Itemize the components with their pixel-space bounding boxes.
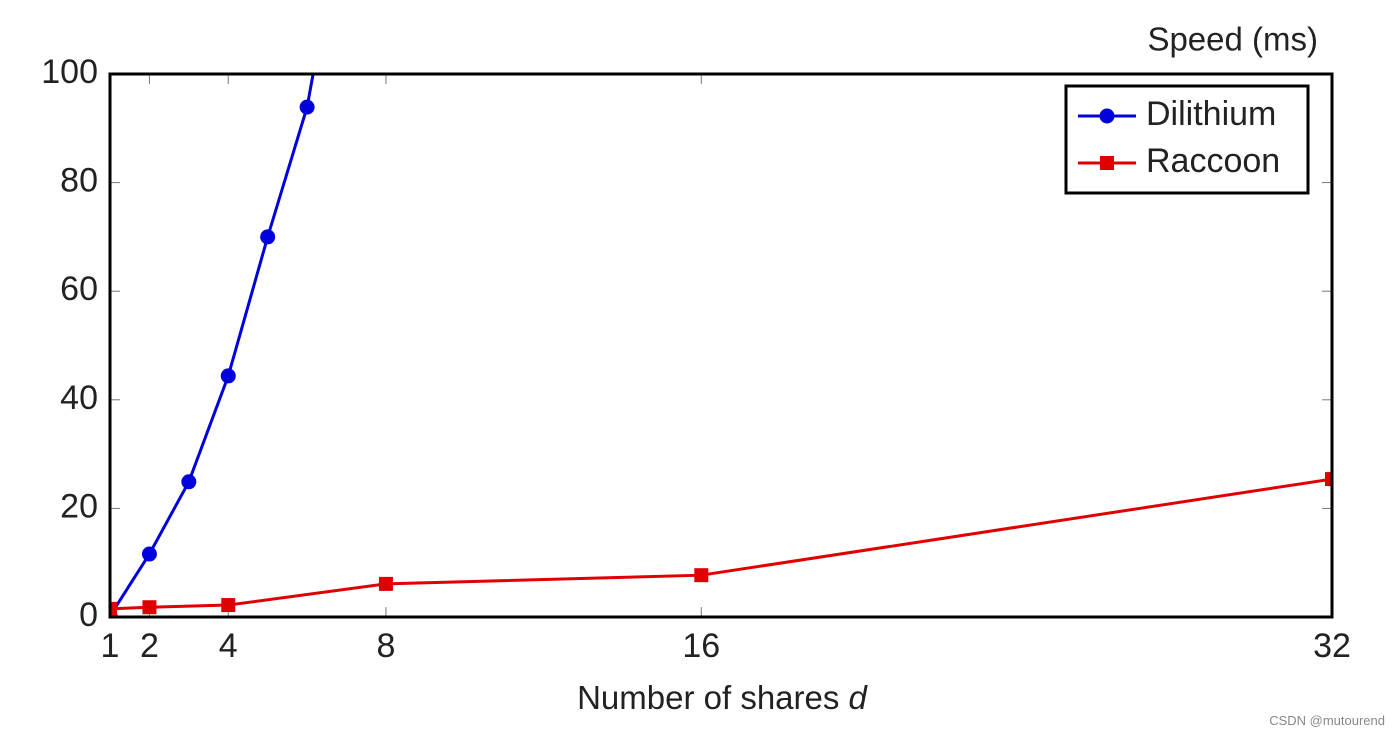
marker <box>299 99 315 115</box>
y-tick-label: 80 <box>60 162 98 200</box>
x-axis-label: Number of shares d <box>577 679 868 716</box>
y-tick-label: 40 <box>60 379 98 417</box>
x-label-var: d <box>849 679 869 716</box>
marker <box>141 546 157 562</box>
marker <box>221 598 236 613</box>
plot-frame <box>108 72 1334 619</box>
x-tick-label: 2 <box>140 627 159 665</box>
x-tick-label: 32 <box>1313 627 1351 665</box>
y-tick-label: 20 <box>60 487 98 525</box>
marker <box>142 600 157 615</box>
marker <box>1099 108 1115 124</box>
marker <box>1325 472 1332 487</box>
y-tick-label: 60 <box>60 270 98 308</box>
marker <box>181 474 197 490</box>
legend-label: Dilithium <box>1146 95 1276 133</box>
marker <box>260 229 276 245</box>
marker <box>1100 156 1114 170</box>
x-tick-label: 8 <box>376 627 395 665</box>
x-tick-label: 1 <box>101 627 120 665</box>
marker <box>110 601 117 616</box>
marker <box>378 576 393 591</box>
x-tick-label: 16 <box>682 627 720 665</box>
y-tick-label: 0 <box>79 596 98 634</box>
series-line <box>110 74 315 617</box>
y-axis-label: Speed (ms) <box>1147 21 1318 58</box>
y-tick-label: 100 <box>41 53 98 91</box>
x-label-text: Number of shares <box>577 679 839 716</box>
x-tick-label: 4 <box>219 627 238 665</box>
legend-label: Raccoon <box>1146 142 1280 180</box>
marker <box>694 568 709 583</box>
marker <box>220 368 236 384</box>
legend-box <box>1064 84 1310 195</box>
watermark: CSDN @mutourend <box>1269 713 1385 728</box>
series-line <box>110 477 1332 611</box>
